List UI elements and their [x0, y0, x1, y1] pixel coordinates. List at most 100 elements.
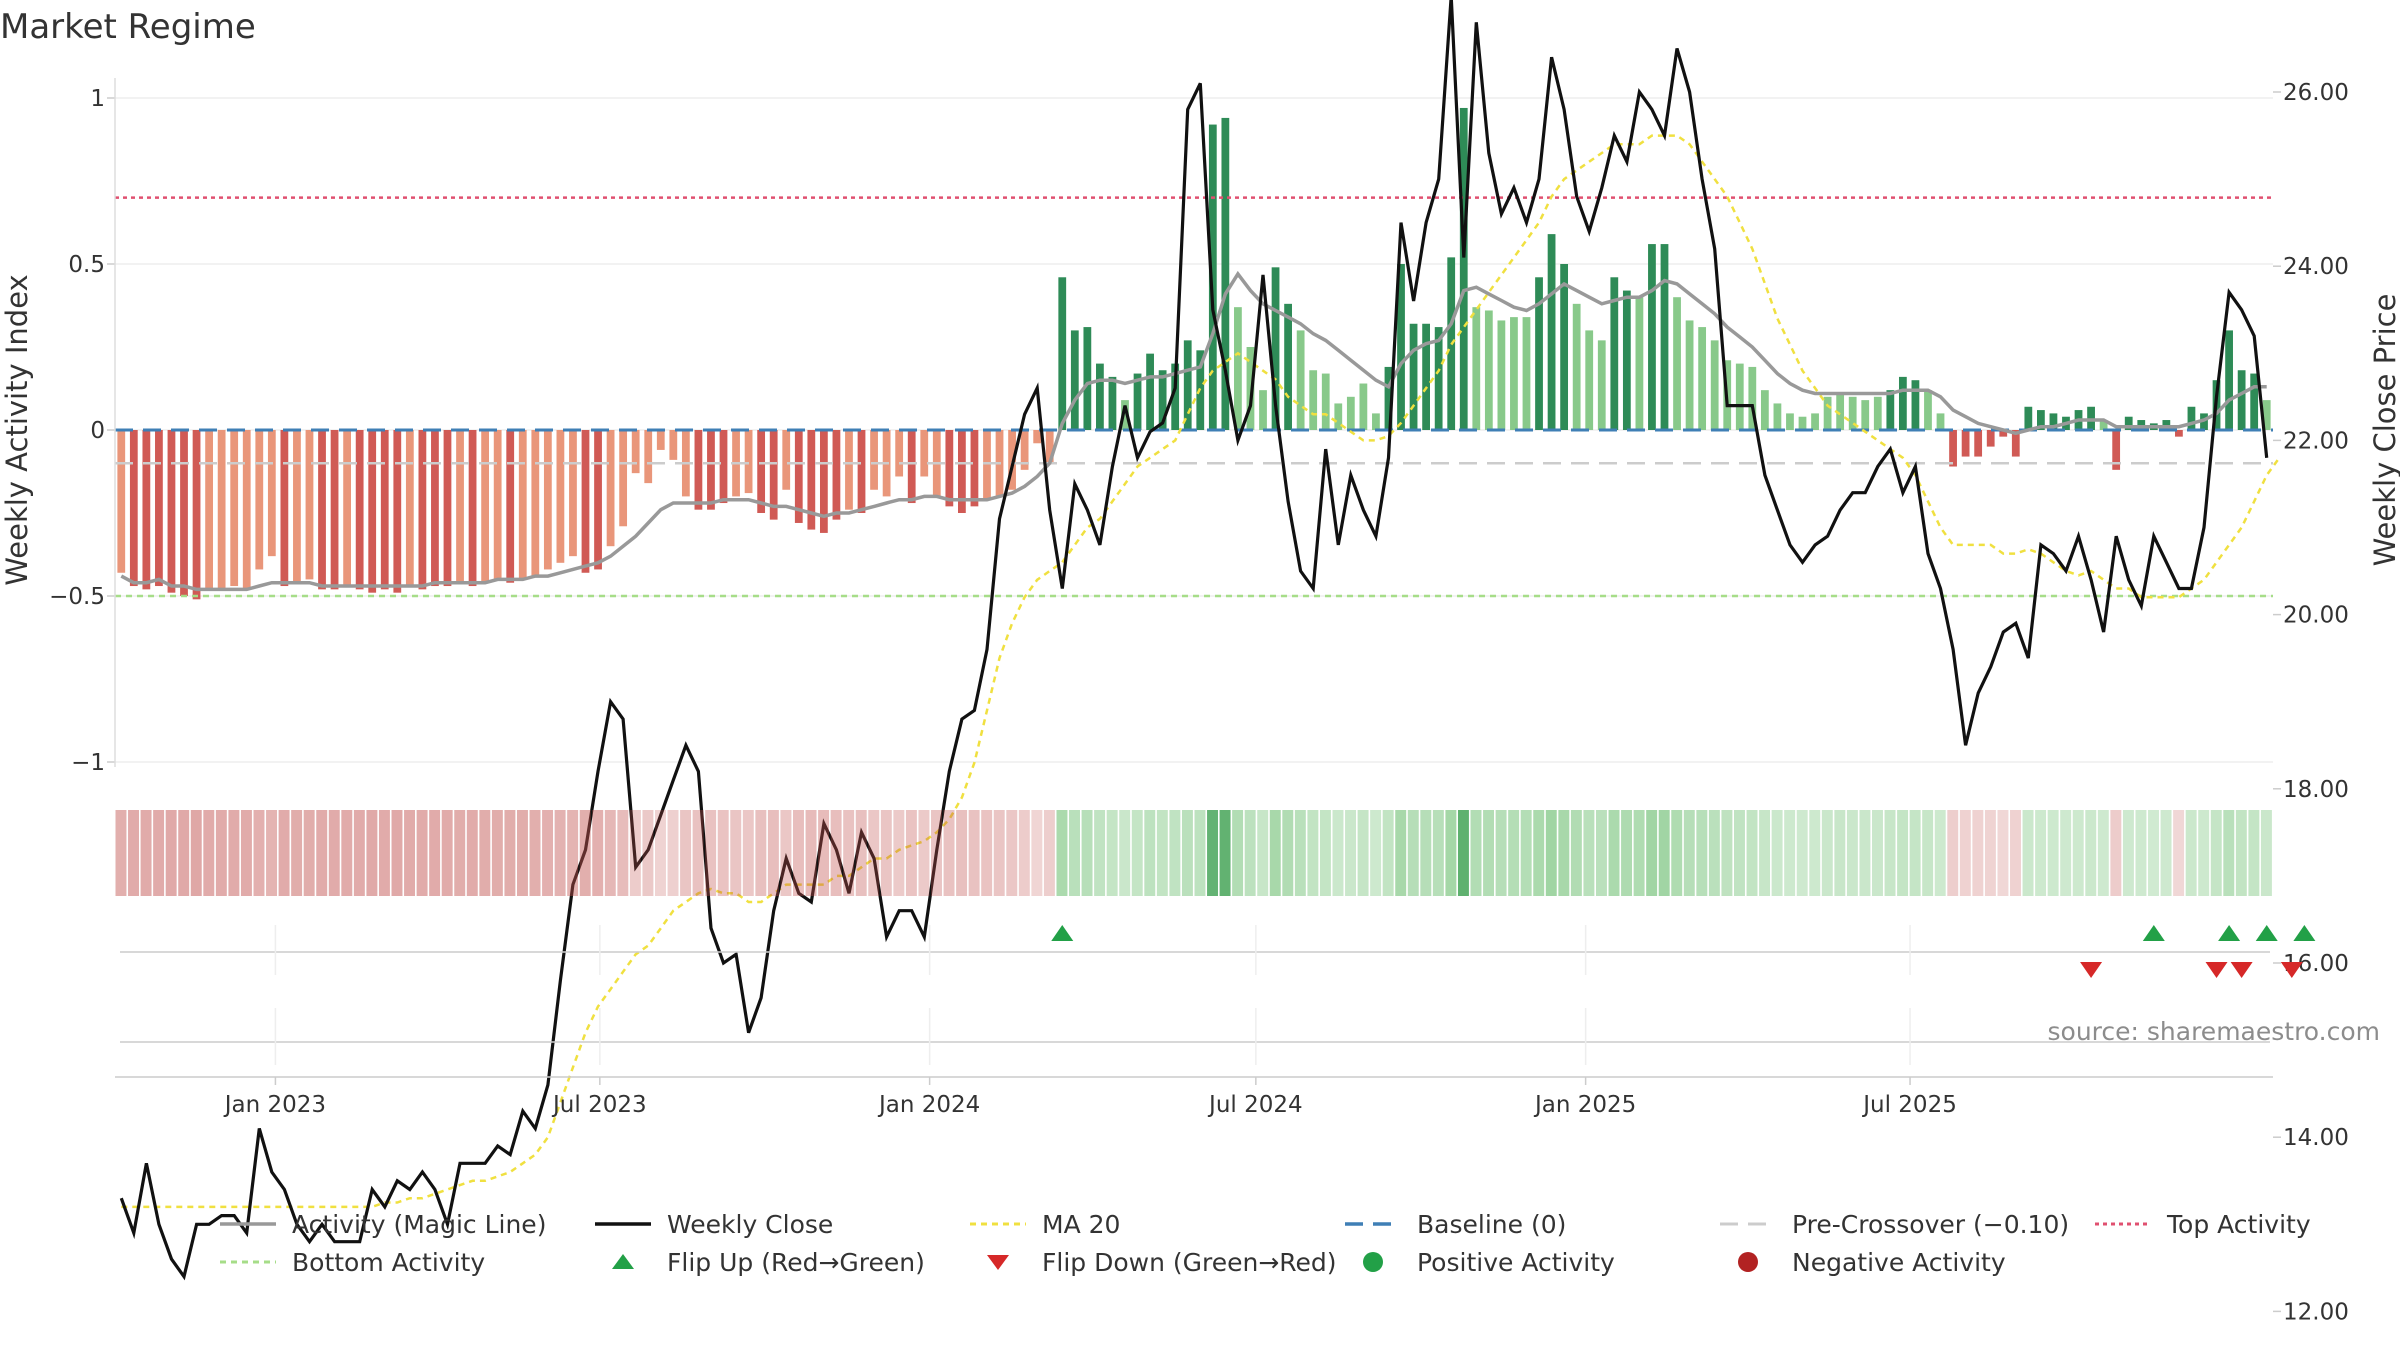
legend-item-top-activity: Top Activity	[2095, 1205, 2311, 1243]
positive-dot-icon	[1363, 1252, 1383, 1272]
legend-label: Flip Down (Green→Red)	[1042, 1247, 1337, 1277]
activity-bar	[757, 430, 766, 513]
heat-cell	[730, 810, 742, 896]
activity-bar	[1748, 366, 1757, 430]
flip-up-marker	[2142, 925, 2165, 941]
activity-bar	[1924, 390, 1932, 430]
x-axis: Jan 2023 Jul 2023 Jan 2024 Jul 2024 Jan 2025…	[223, 925, 1957, 1118]
x-tick-label: Jul 2025	[1861, 1092, 1957, 1118]
heat-cell	[1232, 810, 1244, 896]
activity-bar	[393, 430, 402, 593]
heat-cell	[240, 810, 252, 896]
activity-bar	[1271, 267, 1280, 430]
activity-bar	[167, 430, 176, 593]
activity-bar	[631, 430, 640, 474]
activity-bar	[506, 430, 515, 583]
activity-bar	[1045, 430, 1054, 464]
regime-heat-strip	[115, 810, 2272, 896]
heat-cell	[1947, 810, 1959, 896]
activity-bar	[2024, 406, 2033, 430]
x-tick-label: Jan 2025	[1533, 1092, 1636, 1118]
heat-cell	[2035, 810, 2047, 896]
heat-cell	[868, 810, 880, 896]
activity-bar	[594, 430, 602, 570]
activity-bar	[895, 430, 904, 477]
activity-bar	[1610, 277, 1619, 430]
heat-cell	[491, 810, 503, 896]
heat-cell	[1420, 810, 1432, 896]
legend-swatch-top-activity	[2095, 1222, 2151, 1226]
activity-bar	[669, 430, 678, 460]
activity-bar	[1848, 396, 1857, 430]
activity-bar	[155, 430, 163, 587]
heat-cell	[1395, 810, 1407, 896]
heat-cell	[1332, 810, 1344, 896]
heat-cell	[1144, 810, 1156, 896]
left-tick-label: −0.5	[49, 584, 105, 610]
chart-title: Market Regime	[0, 7, 256, 47]
heat-cell	[2060, 810, 2072, 896]
activity-bar	[1434, 327, 1443, 430]
heat-cell	[341, 810, 353, 896]
activity-bar	[1635, 297, 1644, 430]
activity-bar	[1359, 383, 1368, 430]
heat-cell	[2185, 810, 2197, 896]
activity-bar	[1547, 234, 1556, 430]
activity-bar	[1986, 430, 1995, 447]
activity-bar	[2011, 430, 2020, 457]
activity-bar	[1597, 340, 1606, 430]
flip-up-marker	[2218, 925, 2241, 941]
activity-bar	[518, 430, 527, 580]
activity-bar	[543, 430, 552, 570]
heat-cell	[1621, 810, 1633, 896]
flip-down-marker	[2230, 962, 2253, 978]
heat-cell	[454, 810, 466, 896]
heat-cell	[793, 810, 804, 896]
heat-cell	[855, 810, 867, 896]
heat-cell	[1583, 810, 1595, 896]
activity-bar	[707, 430, 715, 510]
right-tick-label: 24.00	[2283, 254, 2349, 280]
flip-markers-panel	[115, 925, 2316, 1078]
activity-bar	[1334, 403, 1343, 430]
activity-bar	[1560, 264, 1569, 430]
legend-item-ma20: MA 20	[970, 1205, 1120, 1243]
activity-bar	[343, 430, 351, 587]
activity-bar	[468, 430, 477, 587]
activity-bar	[2099, 420, 2108, 430]
legend-item-weekly-close: Weekly Close	[595, 1205, 833, 1243]
activity-bar	[794, 430, 803, 523]
heat-cell	[203, 810, 215, 896]
heat-cell	[918, 810, 930, 896]
magic-line	[120, 270, 2267, 592]
heat-cell	[215, 810, 227, 896]
heat-cell	[529, 810, 541, 896]
heat-cell	[2047, 810, 2059, 896]
heat-cell	[416, 810, 428, 896]
activity-bar	[819, 430, 828, 533]
left-tick-label: −1	[71, 750, 105, 776]
activity-bar	[619, 430, 628, 527]
activity-bar	[2112, 430, 2121, 470]
activity-bar	[1698, 327, 1707, 430]
heat-cell	[1194, 810, 1206, 896]
activity-bar	[1898, 376, 1907, 430]
legend-label: Activity (Magic Line)	[292, 1209, 547, 1239]
legend-label: Positive Activity	[1417, 1247, 1615, 1277]
heat-cell	[391, 810, 403, 896]
activity-bar	[531, 430, 540, 577]
activity-bar	[1798, 416, 1807, 430]
heat-cell	[1156, 810, 1168, 896]
heat-cell	[479, 810, 491, 896]
activity-bar	[782, 430, 791, 490]
heat-cell	[905, 810, 917, 896]
heat-cell	[931, 810, 942, 896]
heat-cell	[742, 810, 754, 896]
legend-label: MA 20	[1042, 1209, 1121, 1239]
heat-cell	[1307, 810, 1319, 896]
activity-bar	[1999, 430, 2008, 437]
activity-bar	[1259, 390, 1267, 430]
activity-bar	[242, 430, 251, 590]
activity-bar	[1133, 373, 1142, 430]
